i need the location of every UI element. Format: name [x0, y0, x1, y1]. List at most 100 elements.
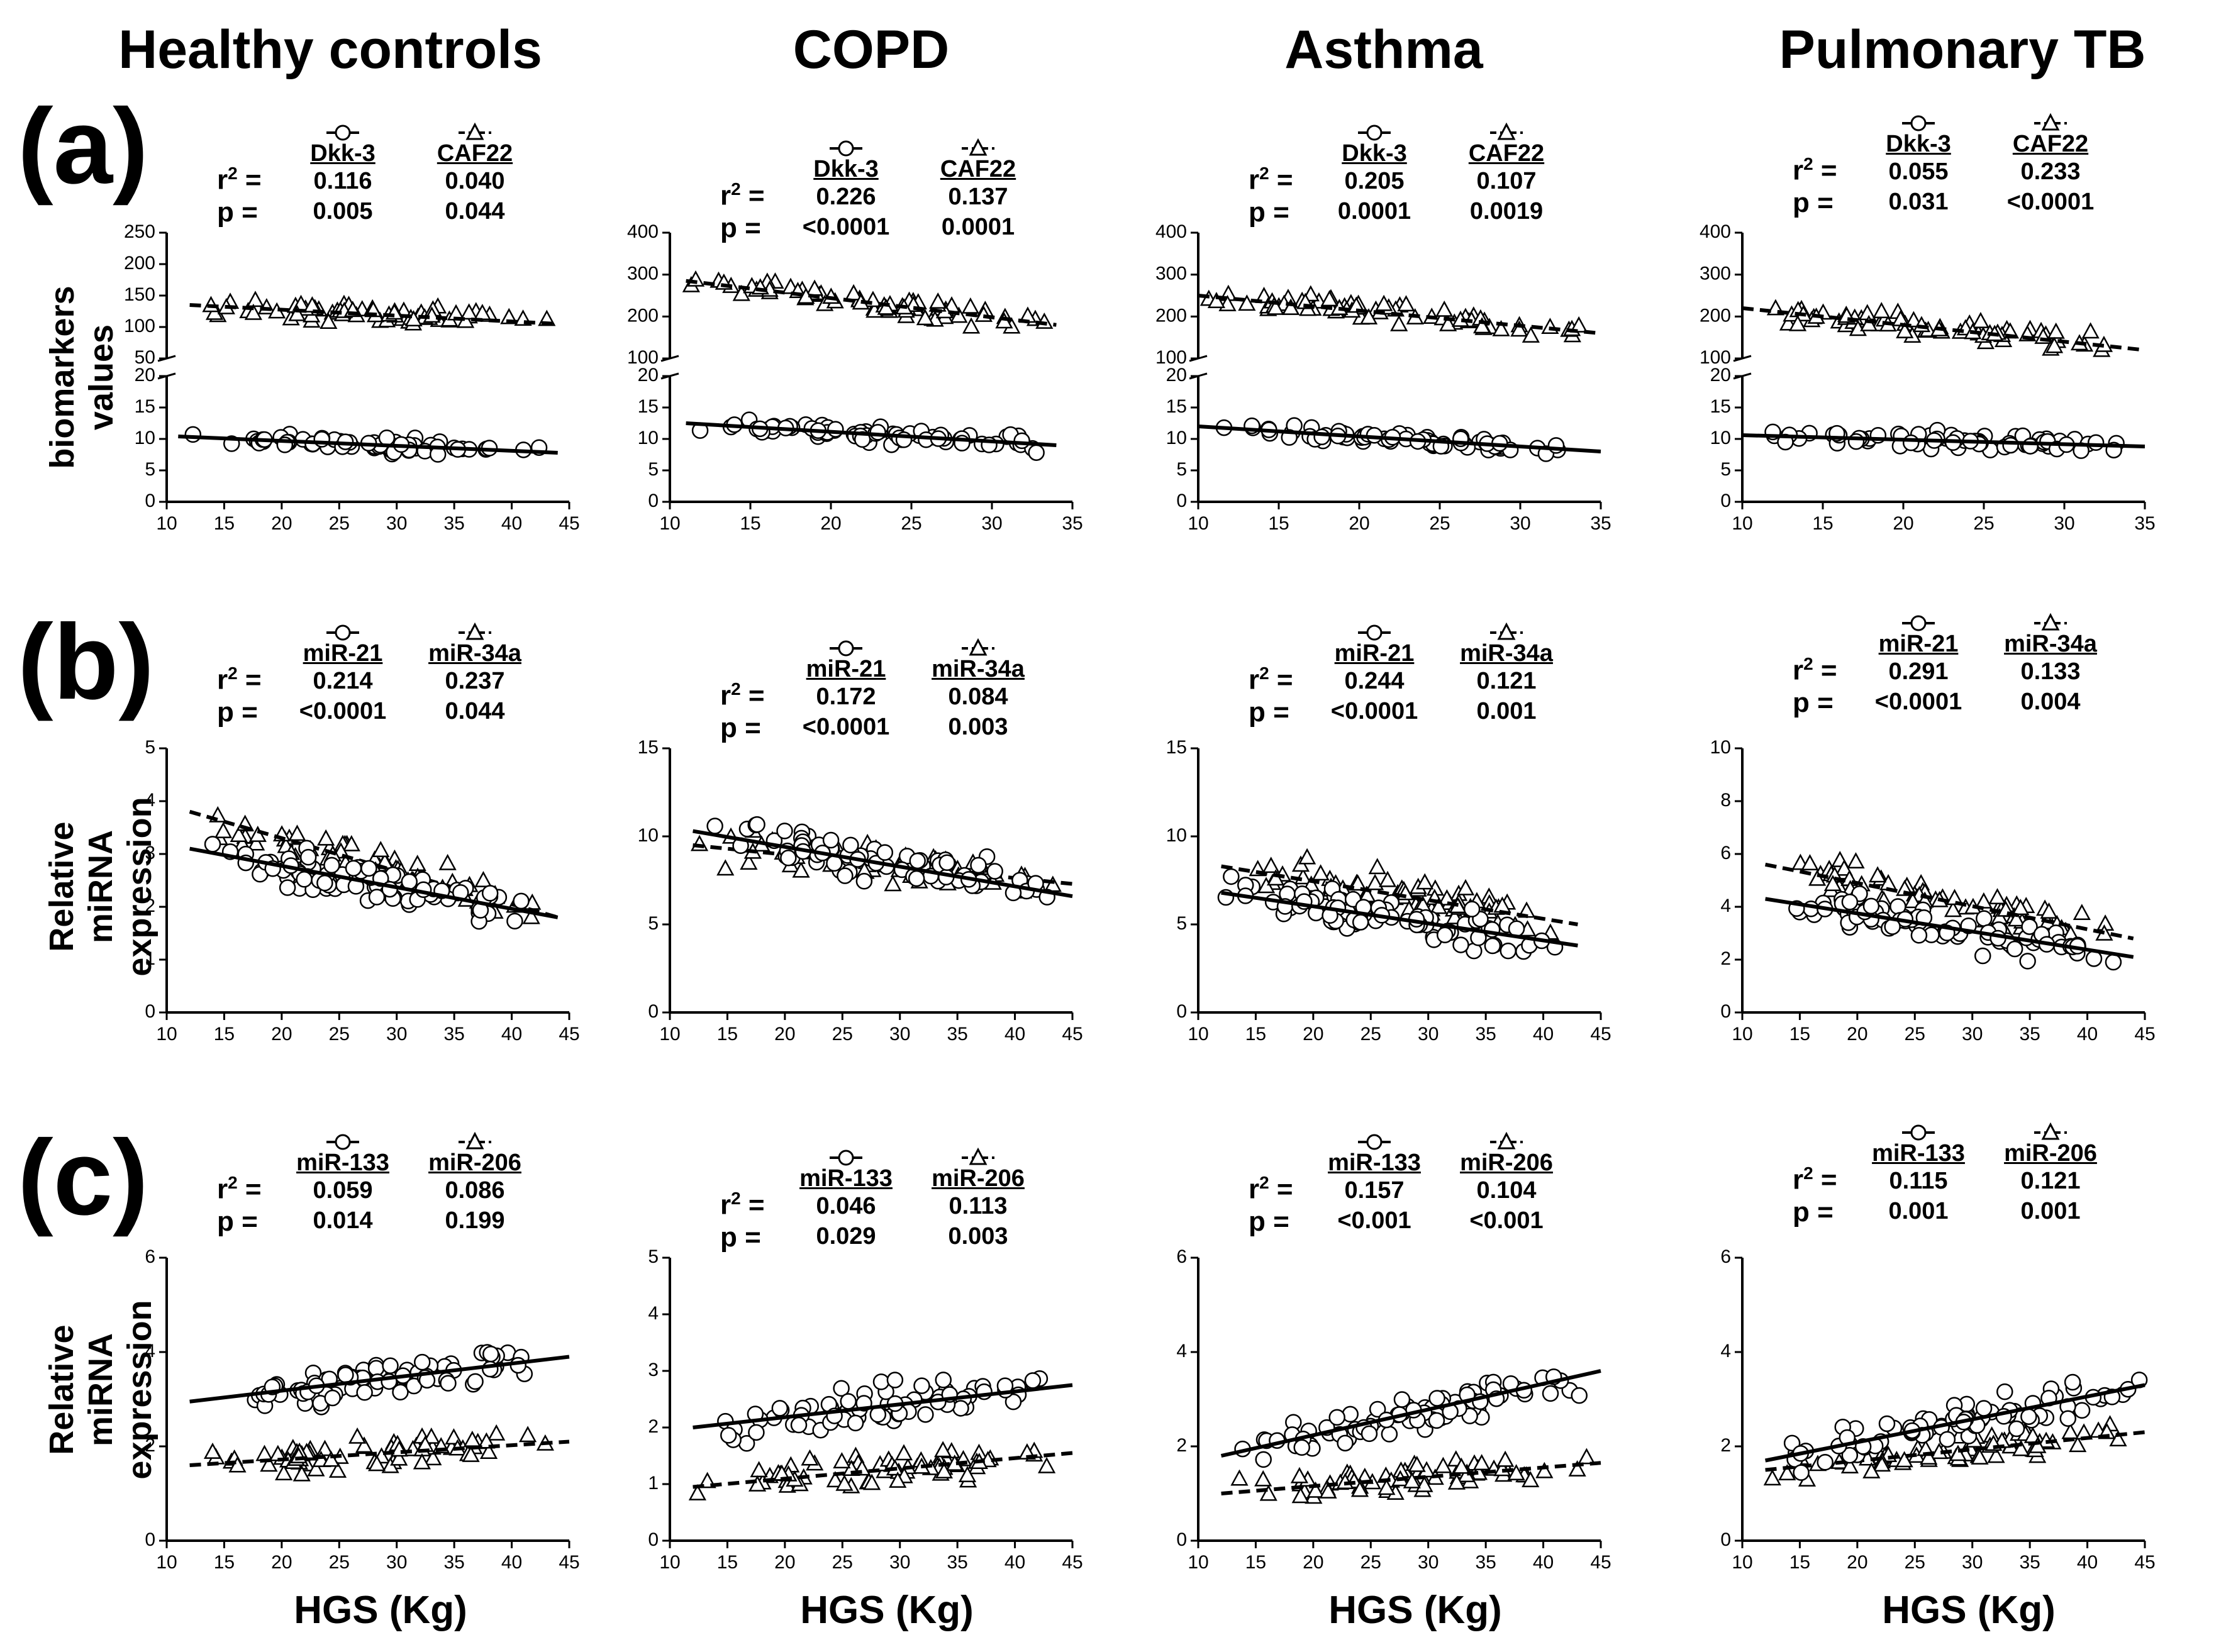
- r2-value: 0.237: [445, 668, 505, 694]
- x-tick-label: 20: [1303, 1024, 1323, 1045]
- point-miR-21: [368, 889, 386, 906]
- r2-value: 0.233: [2020, 158, 2081, 185]
- y-tick-label: 15: [135, 396, 155, 417]
- row-label-0: (a): [18, 87, 148, 206]
- fit-line-Dkk-3: [1198, 424, 1601, 453]
- x-tick-label: 20: [271, 1024, 292, 1045]
- x-tick-label: 40: [2077, 1024, 2098, 1045]
- point-miR-206: [1840, 1457, 1859, 1473]
- x-tick-label: 15: [1789, 1024, 1810, 1045]
- point-miR-21: [204, 836, 221, 853]
- fit-line-miR-133: [1764, 1383, 2145, 1463]
- point-miR-34a: [1903, 892, 1922, 909]
- x-tick-label: 40: [1004, 1552, 1025, 1573]
- ylabel-mirna-b-line-1: expression: [121, 797, 159, 977]
- axis-break: [660, 355, 679, 362]
- p-value: 0.001: [1476, 698, 1537, 724]
- point-miR-21: [1976, 910, 1993, 927]
- point-miR-206: [1447, 1473, 1466, 1490]
- point-CAF22: [1541, 318, 1559, 335]
- point-miR-133: [1817, 1453, 1834, 1471]
- point-miR-21: [481, 885, 499, 902]
- ylabel-mirna-c-line-0: Relative miRNA: [43, 1324, 120, 1455]
- r2-value: 0.107: [1476, 168, 1537, 194]
- point-miR-206: [1987, 1446, 2005, 1463]
- point-Dkk-3: [184, 426, 202, 443]
- point-CAF22: [320, 313, 338, 330]
- point-Dkk-3: [1028, 444, 1045, 461]
- point-miR-133: [1381, 1426, 1398, 1443]
- y-tick-label: 2: [145, 895, 155, 916]
- legend-triangle-icon: [465, 622, 484, 640]
- point-miR-206: [1522, 1471, 1540, 1488]
- point-miR-133: [1293, 1439, 1310, 1456]
- r2-label: r2 =: [217, 663, 262, 696]
- p-value: <0.0001: [299, 698, 387, 724]
- axis-break: [1733, 372, 1752, 380]
- row-label-1: (b): [18, 602, 155, 722]
- x-tick-label: 40: [501, 1552, 522, 1573]
- point-miR-34a: [230, 826, 248, 842]
- axis-break: [157, 372, 176, 380]
- r2-value: 0.086: [445, 1177, 505, 1204]
- point-CAF22: [962, 317, 981, 334]
- y-tick-label: 300: [1155, 263, 1187, 284]
- point-CAF22: [1320, 290, 1338, 307]
- r2-eq: =: [1269, 164, 1293, 196]
- p-label: p =: [720, 712, 761, 743]
- p-label: p =: [720, 213, 761, 243]
- point-miR-206: [1452, 1457, 1471, 1474]
- legend-glyph-circle: [1902, 1124, 1935, 1141]
- point-miR-206: [445, 1428, 463, 1444]
- r2-value: 0.121: [1476, 668, 1537, 694]
- y-tick-label: 1: [648, 1473, 659, 1494]
- x-tick-label: 30: [1418, 1024, 1439, 1045]
- point-miR-34a: [1378, 870, 1397, 887]
- y-tick-label: 0: [145, 1001, 155, 1022]
- point-miR-133: [2008, 1420, 2025, 1438]
- y-tick-label: 5: [145, 737, 155, 758]
- y-tick-label: 1: [145, 948, 155, 969]
- series-name: miR-34a: [932, 656, 1025, 682]
- point-miR-133: [790, 1416, 808, 1434]
- point-miR-206: [958, 1466, 977, 1482]
- point-miR-34a: [288, 824, 306, 841]
- point-miR-34a: [1368, 858, 1386, 875]
- point-miR-21: [909, 852, 926, 870]
- series-name: miR-133: [1872, 1140, 1965, 1167]
- legend-triangle-icon: [969, 1147, 988, 1165]
- point-Dkk-3: [1013, 432, 1030, 450]
- point-CAF22: [1439, 314, 1457, 331]
- point-miR-21: [970, 856, 987, 874]
- x-tick-label: 25: [1361, 1024, 1381, 1045]
- ylabel-mirna-b: Relative miRNA expression: [42, 797, 159, 976]
- y-tick-label: 2: [1176, 1435, 1187, 1456]
- r2-value: 0.104: [1476, 1177, 1537, 1204]
- point-miR-206: [355, 1436, 374, 1453]
- column-title-3: Pulmonary TB: [1779, 19, 2146, 80]
- point-miR-133: [467, 1373, 484, 1390]
- point-miR-206: [1895, 1451, 1913, 1468]
- r2-eq: =: [1269, 664, 1293, 696]
- point-miR-133: [833, 1380, 850, 1397]
- x-tick-label: 15: [1268, 513, 1289, 534]
- legend-triangle-icon: [1497, 622, 1516, 640]
- r2-eq: =: [1813, 155, 1837, 186]
- legend-glyph-circle: [830, 1150, 862, 1166]
- r2-label: r2 =: [720, 679, 765, 712]
- r2-letter: r: [1793, 655, 1804, 686]
- x-tick-label: 15: [1812, 513, 1833, 534]
- point-CAF22: [1510, 320, 1528, 337]
- legend-glyph-circle: [830, 640, 862, 657]
- series-name: CAF22: [2012, 131, 2089, 157]
- x-tick-label: 30: [889, 1024, 910, 1045]
- axis-break: [1733, 355, 1752, 362]
- point-miR-206: [935, 1462, 953, 1479]
- point-miR-206: [1408, 1455, 1426, 1472]
- r2-letter: r: [217, 164, 228, 196]
- y-tick-label: 4: [145, 1341, 155, 1361]
- r2-label: r2 =: [217, 164, 262, 196]
- point-miR-206: [1377, 1478, 1396, 1495]
- r2-label: r2 =: [1793, 654, 1837, 687]
- p-value: 0.003: [948, 714, 1008, 740]
